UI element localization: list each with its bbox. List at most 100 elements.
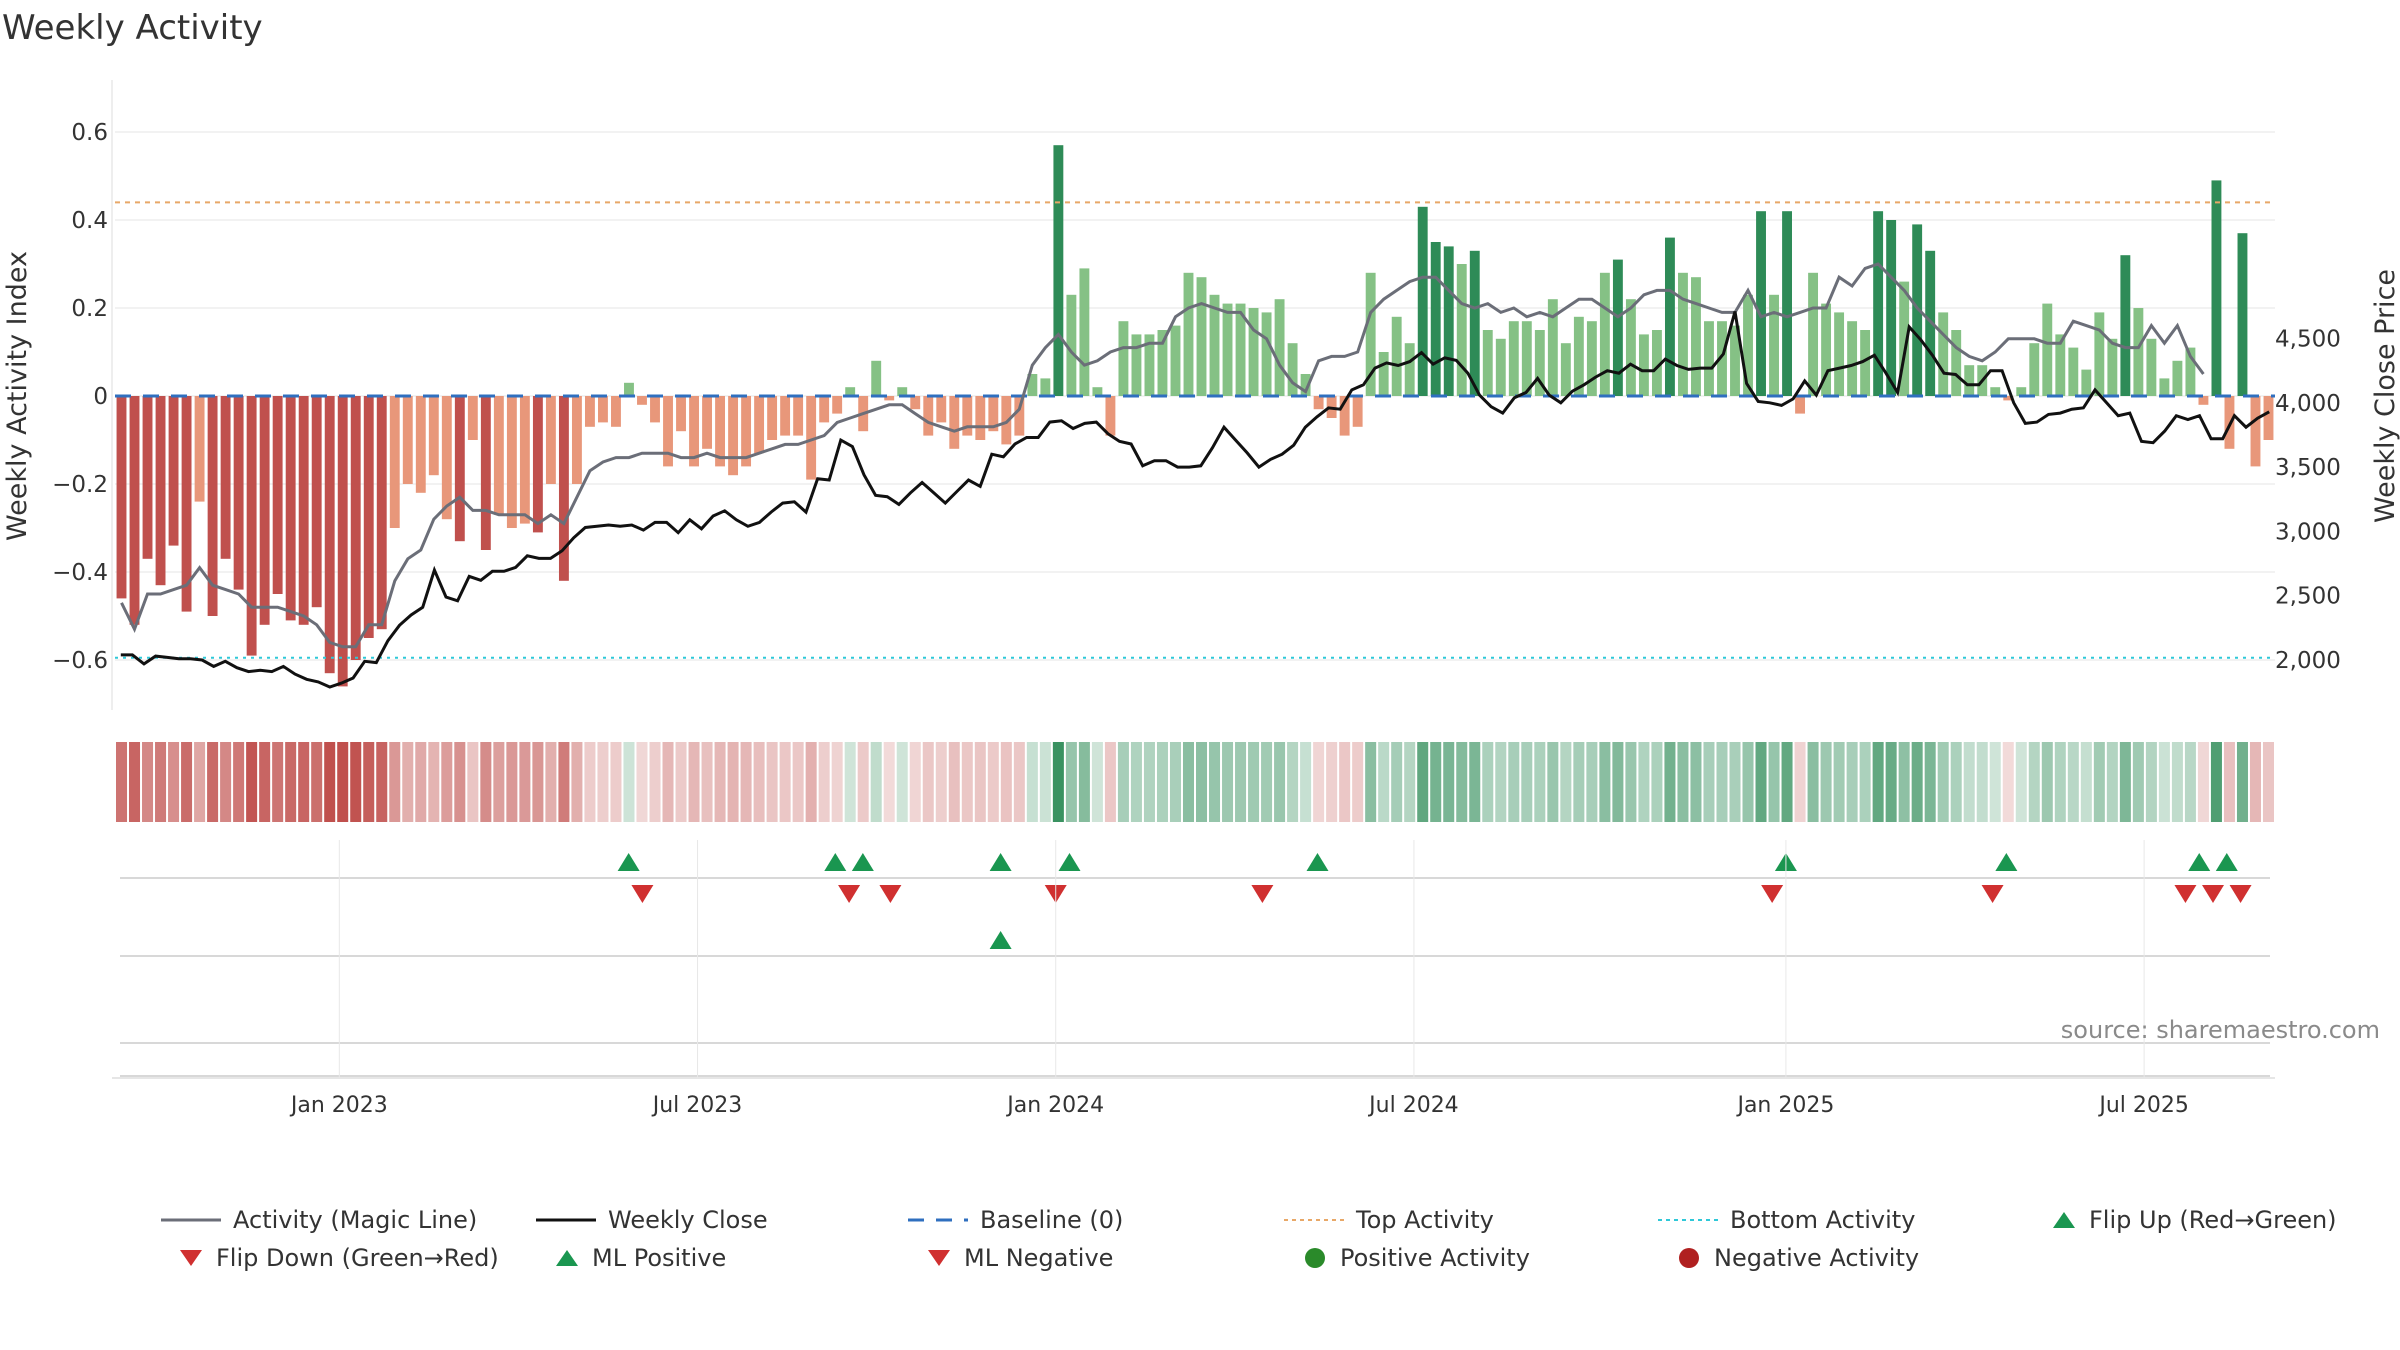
activity-strip-cell	[1807, 742, 1819, 822]
activity-strip-cell	[220, 742, 232, 822]
activity-bar	[1586, 321, 1597, 396]
activity-strip-cell	[532, 742, 544, 822]
activity-bar	[910, 396, 921, 410]
activity-bar	[845, 387, 856, 396]
activity-strip-cell	[337, 742, 349, 822]
activity-bar	[298, 396, 309, 625]
activity-strip-cell	[1378, 742, 1390, 822]
activity-bar	[272, 396, 283, 594]
activity-bar	[1339, 396, 1350, 436]
activity-strip-cell	[1326, 742, 1338, 822]
activity-strip-cell	[1820, 742, 1832, 822]
activity-strip-cell	[2093, 742, 2105, 822]
activity-bar	[1795, 396, 1806, 414]
activity-strip-cell	[857, 742, 869, 822]
activity-bar	[1964, 365, 1975, 396]
activity-strip-cell	[467, 742, 479, 822]
activity-bar	[584, 396, 595, 427]
activity-strip-cell	[987, 742, 999, 822]
activity-strip-cell	[714, 742, 726, 822]
activity-strip-cell	[1638, 742, 1650, 822]
activity-strip-cell	[870, 742, 882, 822]
activity-strip-cell	[1989, 742, 2001, 822]
activity-bar	[155, 396, 166, 586]
activity-strip-cell	[1300, 742, 1312, 822]
flip-down-marker	[838, 885, 861, 903]
activity-strip-cell	[1469, 742, 1481, 822]
activity-strip-cell	[948, 742, 960, 822]
activity-bar	[233, 396, 244, 590]
activity-strip-cell	[2041, 742, 2053, 822]
activity-strip-cell	[1625, 742, 1637, 822]
activity-bar	[441, 396, 452, 520]
legend-label: Flip Up (Red→Green)	[2089, 1206, 2337, 1234]
activity-bar	[1352, 396, 1363, 427]
legend-item: Top Activity	[1284, 1206, 1494, 1234]
activity-bar	[884, 396, 895, 401]
activity-bar	[467, 396, 478, 440]
activity-bar	[2211, 180, 2222, 396]
activity-strip-cell	[2262, 742, 2274, 822]
activity-bar	[2029, 343, 2040, 396]
activity-bar	[1300, 374, 1311, 396]
y2-tick-label: 4,000	[2275, 391, 2341, 417]
activity-strip-cell	[1026, 742, 1038, 822]
activity-strip-cell	[155, 742, 167, 822]
flip-down-marker	[2229, 885, 2252, 903]
activity-bar	[376, 396, 387, 630]
activity-strip-cell	[1313, 742, 1325, 822]
y2-tick-label: 4,500	[2275, 327, 2341, 353]
activity-strip-cell	[376, 742, 388, 822]
legend-label: Baseline (0)	[980, 1206, 1124, 1234]
activity-strip-cell	[389, 742, 401, 822]
activity-strip-cell	[1690, 742, 1702, 822]
activity-bar	[506, 396, 517, 528]
activity-bar	[793, 396, 804, 436]
activity-bar	[1834, 312, 1845, 396]
activity-strip-cell	[1846, 742, 1858, 822]
activity-bar	[1547, 299, 1558, 396]
activity-bar	[715, 396, 726, 467]
activity-bar	[1131, 334, 1142, 396]
activity-bar	[1521, 321, 1532, 396]
activity-bar	[1469, 250, 1480, 396]
activity-bar	[1027, 374, 1038, 396]
magic-line-series	[120, 262, 2205, 649]
activity-strip-cell	[844, 742, 856, 822]
activity-bar	[415, 396, 426, 493]
activity-strip-cell	[740, 742, 752, 822]
activity-bar	[454, 396, 465, 542]
activity-strip-cell	[1104, 742, 1116, 822]
activity-strip-cell	[2132, 742, 2144, 822]
activity-bar	[519, 396, 530, 524]
legend-label: Positive Activity	[1340, 1244, 1530, 1272]
flip-down-marker	[631, 885, 654, 903]
activity-bar	[949, 396, 960, 449]
y-tick-label: −0.2	[52, 472, 108, 498]
activity-bar	[1717, 321, 1727, 396]
legend-item: Activity (Magic Line)	[161, 1206, 477, 1234]
activity-strip-cell	[246, 742, 258, 822]
activity-bar	[545, 396, 556, 484]
activity-bar	[2146, 338, 2157, 396]
activity-bar	[1899, 281, 1910, 396]
flip-up-marker	[824, 853, 847, 871]
activity-bar	[194, 396, 205, 502]
activity-strip-cell	[792, 742, 804, 822]
activity-bar	[1157, 330, 1168, 396]
activity-strip-cell	[233, 742, 245, 822]
activity-bar	[1847, 321, 1858, 396]
activity-bar	[1625, 299, 1636, 396]
legend-item: Negative Activity	[1676, 1244, 1919, 1272]
flip-down-marker	[1251, 885, 1274, 903]
activity-strip-cell	[1612, 742, 1624, 822]
activity-strip-cell	[1911, 742, 1923, 822]
legend-label: ML Negative	[964, 1244, 1114, 1272]
activity-strip-cell	[480, 742, 492, 822]
activity-bar	[1391, 316, 1402, 396]
activity-bar	[1118, 321, 1129, 396]
activity-strip-cell	[688, 742, 700, 822]
legend-item: ML Positive	[554, 1244, 726, 1272]
activity-strip-cell	[1651, 742, 1663, 822]
legend-item: Bottom Activity	[1658, 1206, 1915, 1234]
